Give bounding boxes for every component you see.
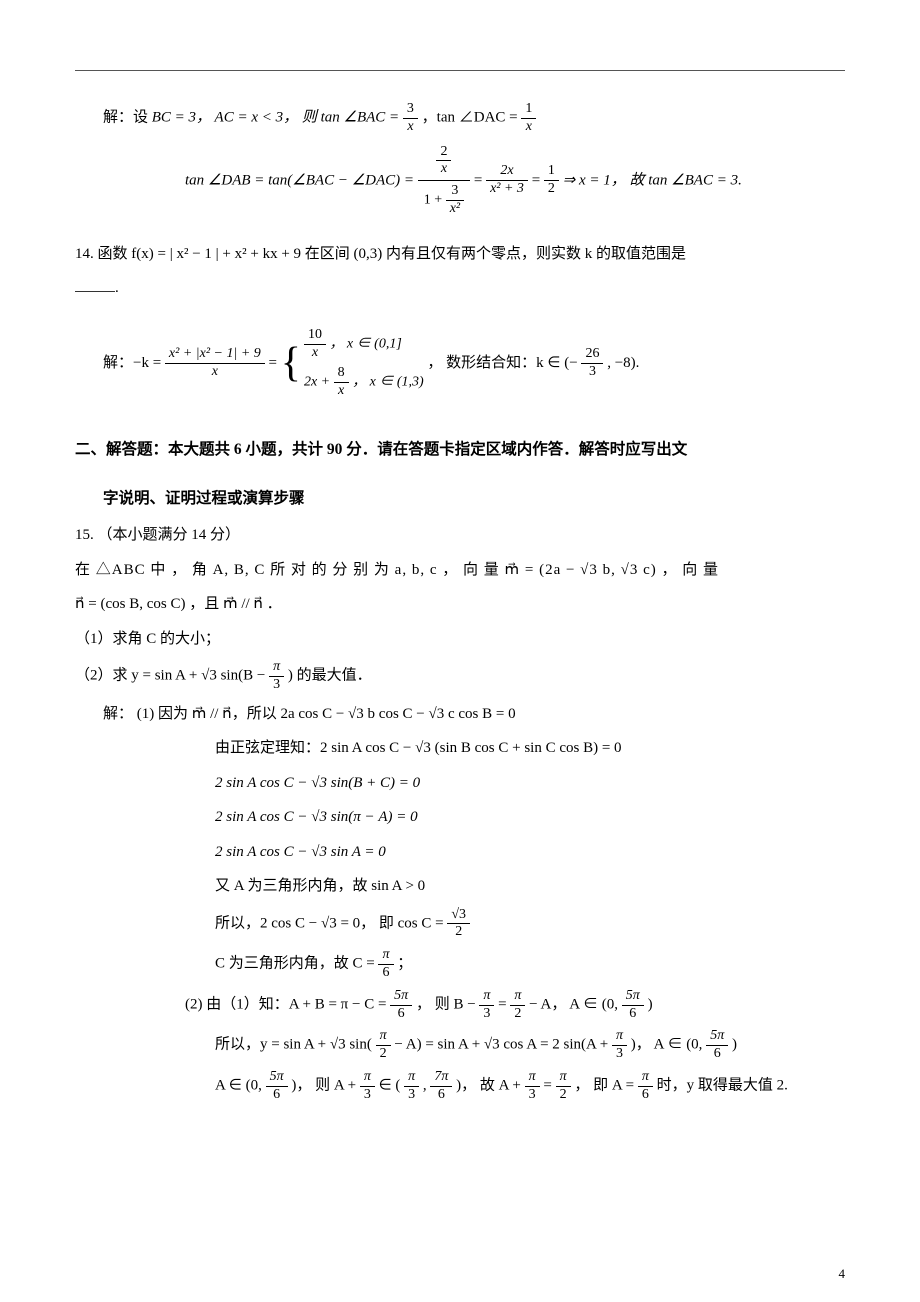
sol15-l3: 2 sin A cos C − √3 sin(B + C) = 0 — [75, 769, 845, 798]
sol15-l2: 由正弦定理知：2 sin A cos C − √3 (sin B cos C +… — [75, 734, 845, 763]
q15-p2: （2）求 y = sin A + √3 sin(B − π3 ) 的最大值． — [75, 659, 845, 694]
q15-body1: 在 △ABC 中 ， 角 A, B, C 所 对 的 分 别 为 a, b, c… — [75, 556, 845, 585]
sol15-l1: 解： (1) 因为 m⃗ // n⃗，所以 2a cos C − √3 b co… — [75, 700, 845, 729]
sol13-given1: BC = 3， AC = x < 3， 则 tan ∠BAC = — [152, 110, 403, 126]
q14-blank: . — [75, 274, 845, 303]
page-number: 4 — [839, 1266, 846, 1282]
sol15-l8: C 为三角形内角，故 C = π6 ； — [75, 947, 845, 982]
q15-header: 15. （本小题满分 14 分） — [75, 521, 845, 550]
sol15-p2l3: A ∈ (0, 5π6 )， 则 A + π3 ∈ ( π3 , 7π6 )， … — [75, 1069, 845, 1104]
sol15-l6: 又 A 为三角形内角，故 sin A > 0 — [75, 872, 845, 901]
q14-text: 14. 函数 f(x) = | x² − 1 | + x² + kx + 9 在… — [75, 240, 845, 269]
sol15-p2l2: 所以，y = sin A + √3 sin( π2 − A) = sin A +… — [75, 1028, 845, 1063]
document-page: 解：设 BC = 3， AC = x < 3， 则 tan ∠BAC = 3x … — [0, 0, 920, 1302]
header-rule — [75, 70, 845, 71]
q15-body2: n⃗ = (cos B, cos C) ，且 m⃗ // n⃗ ． — [75, 590, 845, 619]
sol13-line2: tan ∠DAB = tan(∠BAC − ∠DAC) = 2x 1 + 3x²… — [75, 142, 845, 220]
section2-title2: 字说明、证明过程或演算步骤 — [75, 483, 845, 516]
sol14-line: 解：−k = x² + |x² − 1| + 9x = { 10x ， x ∈ … — [75, 323, 845, 404]
q15-p1: （1）求角 C 的大小； — [75, 625, 845, 654]
sol13-prefix: 解：设 — [103, 110, 148, 126]
sol13-line1: 解：设 BC = 3， AC = x < 3， 则 tan ∠BAC = 3x … — [75, 101, 845, 136]
sol15-l4: 2 sin A cos C − √3 sin(π − A) = 0 — [75, 803, 845, 832]
sol15-p2l1: (2) 由（1）知：A + B = π − C = 5π6 ， 则 B − π3… — [75, 988, 845, 1023]
sol15-l5: 2 sin A cos C − √3 sin A = 0 — [75, 838, 845, 867]
sol15-l7: 所以，2 cos C − √3 = 0， 即 cos C = √32 — [75, 907, 845, 942]
section2-title1: 二、解答题：本大题共 6 小题，共计 90 分．请在答题卡指定区域内作答．解答时… — [75, 434, 845, 467]
